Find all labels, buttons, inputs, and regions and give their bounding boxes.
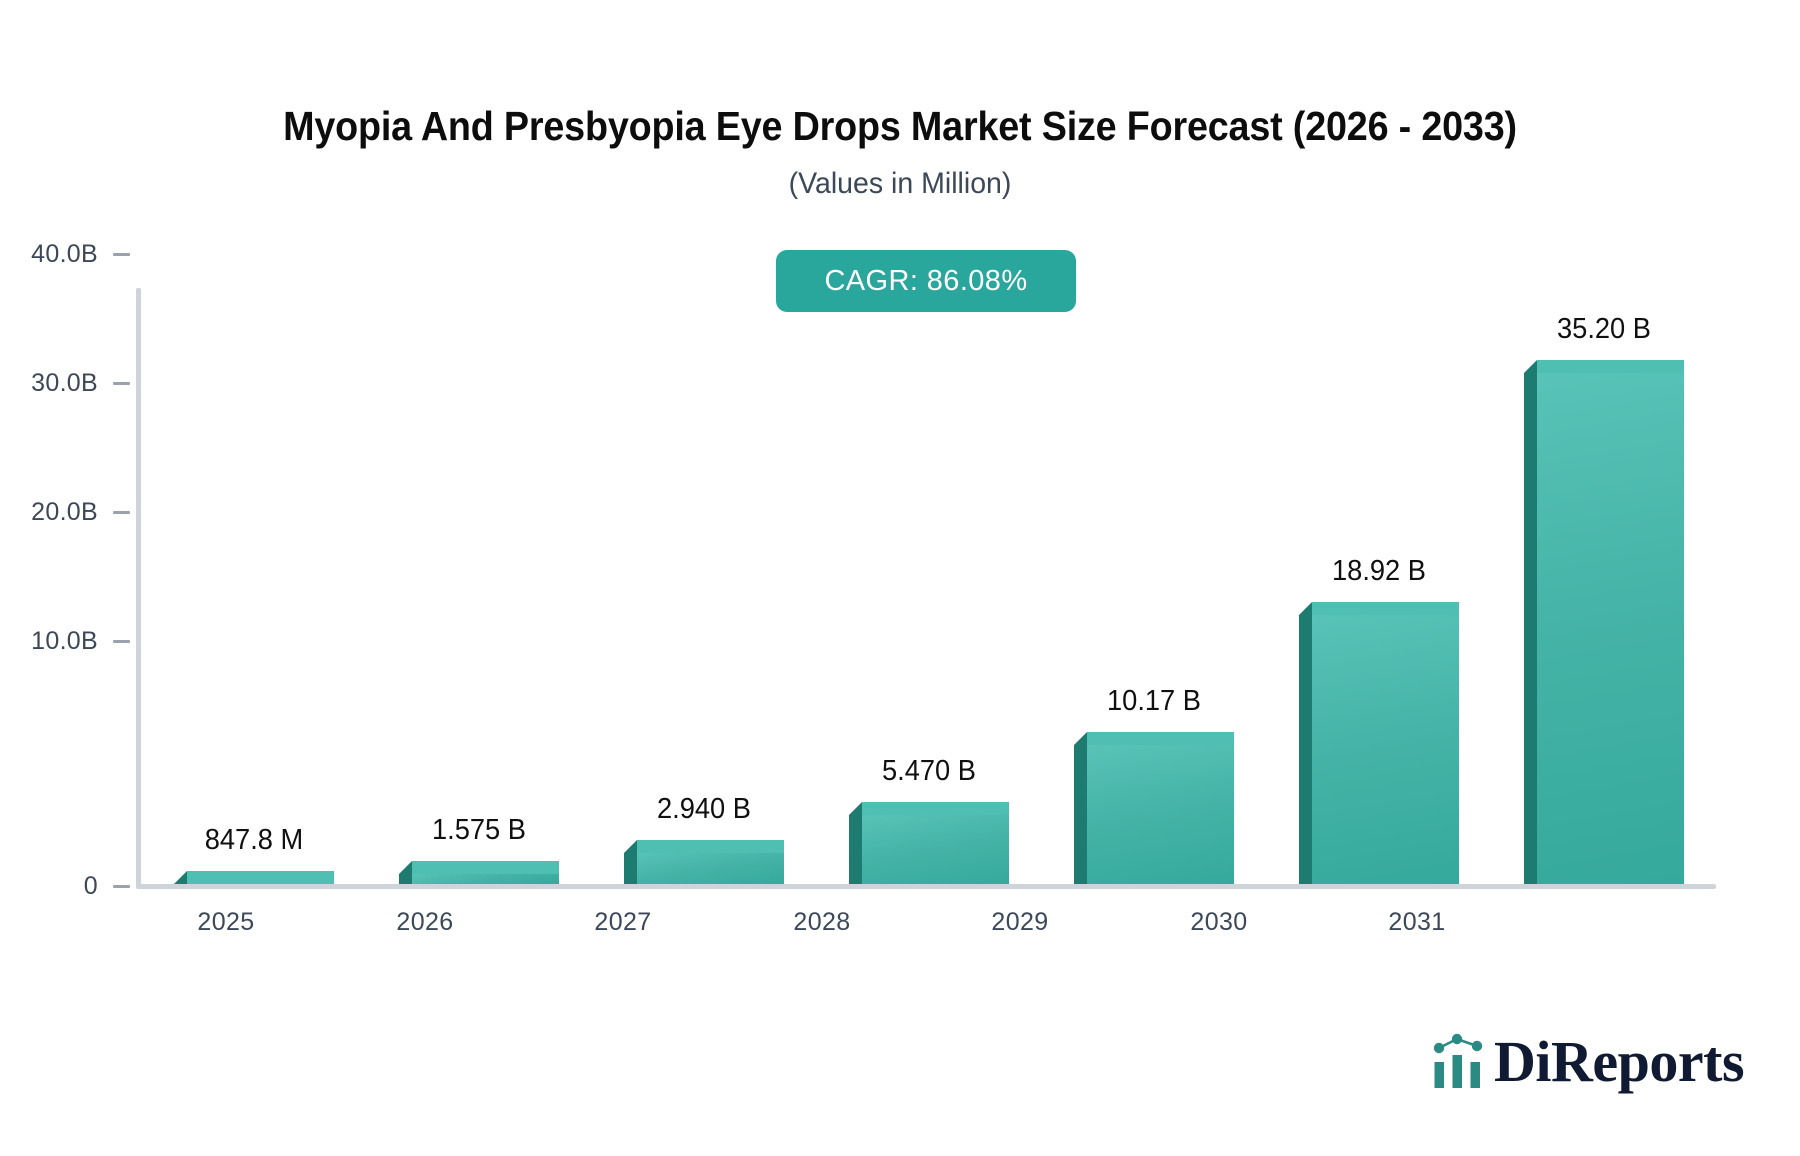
bar-front-face [1086, 745, 1234, 884]
bar-top-bevel [1298, 602, 1312, 616]
bar-top-plane [861, 802, 1009, 816]
y-axis-tick-20: 20.0B [0, 498, 130, 526]
bar-2031: 35.20 B [1523, 288, 1684, 884]
bar-value-label: 5.470 B [881, 755, 976, 788]
y-axis-tick-10: 10.0B [0, 627, 130, 655]
bar-2029: 10.17 B [1073, 288, 1234, 884]
bar-shape [1073, 732, 1234, 884]
x-axis-tick-label-2030: 2030 [1190, 908, 1248, 936]
bar-shape [173, 871, 334, 885]
bar-top-face [173, 871, 334, 885]
bar-value-label: 18.92 B [1331, 555, 1426, 588]
bar-front-face [411, 873, 559, 884]
tick-mark-icon [113, 381, 130, 385]
bar-shape [623, 840, 784, 884]
tick-mark-icon [113, 252, 130, 256]
bar-front-face [1311, 615, 1459, 884]
bar-value-label: 847.8 M [204, 824, 303, 857]
bar-2025: 847.8 M [173, 288, 334, 885]
bar-top-plane [1536, 359, 1684, 373]
bar-top-plane [1311, 602, 1459, 616]
bar-shape [398, 860, 559, 884]
bar-top-plane [1086, 732, 1234, 746]
bar-value-label: 35.20 B [1556, 312, 1651, 345]
chart-header: Myopia And Presbyopia Eye Drops Market S… [0, 0, 1800, 201]
bar-side-face [1073, 745, 1087, 884]
bar-side-face [623, 853, 637, 884]
x-axis-tick-label-2031: 2031 [1388, 908, 1446, 936]
page-title: Myopia And Presbyopia Eye Drops Market S… [283, 103, 1517, 149]
x-axis-tick-label-2029: 2029 [991, 908, 1049, 936]
bar-side-face [848, 815, 862, 884]
cagr-badge-label: CAGR: 86.08% [824, 264, 1028, 297]
chart-subtitle: (Values in Million) [788, 167, 1012, 201]
y-axis-tick-label: 30.0B [31, 368, 98, 397]
x-axis-line [136, 884, 1716, 889]
x-axis-tick-label-2028: 2028 [793, 908, 851, 936]
bar-front-face [861, 815, 1009, 884]
bar-top-face [398, 860, 559, 874]
y-axis-tick-label: 20.0B [31, 497, 98, 526]
bar-2028: 5.470 B [848, 288, 1009, 884]
bar-top-face [1298, 602, 1459, 616]
x-axis-tick-label-2026: 2026 [396, 908, 454, 936]
bar-value-label: 1.575 B [431, 813, 526, 846]
bar-front-face [636, 853, 784, 884]
bar-shape [848, 802, 1009, 884]
bar-2026: 1.575 B [398, 288, 559, 884]
bar-top-face [623, 840, 784, 854]
bar-side-face [1298, 615, 1312, 884]
y-axis-line [136, 288, 141, 888]
bar-top-bevel [623, 840, 637, 854]
bar-top-face [1523, 359, 1684, 373]
x-axis-tick-label-2025: 2025 [197, 908, 255, 936]
bar-2027: 2.940 B [623, 288, 784, 884]
bar-top-bevel [173, 871, 187, 885]
bar-top-plane [411, 860, 559, 874]
bar-value-label: 10.17 B [1106, 685, 1201, 718]
logo-text: DiReports [1494, 1029, 1745, 1095]
bars-layer: 847.8 M 1.575 B 2.940 B 5.470 B 10.17 B 18.92… [141, 288, 1716, 885]
bar-chart-logo-icon [1433, 1033, 1483, 1088]
y-axis-tick-30: 30.0B [0, 369, 130, 397]
y-axis-tick-label: 10.0B [31, 626, 98, 655]
bar-top-bevel [1523, 359, 1537, 373]
bar-shape [1523, 359, 1684, 884]
y-axis-tick-label: 0 [83, 871, 98, 900]
bar-side-face [1523, 372, 1537, 884]
x-axis-tick-label-2027: 2027 [594, 908, 652, 936]
bar-shape [1298, 602, 1459, 884]
bar-top-face [1073, 732, 1234, 746]
tick-mark-icon [113, 884, 130, 888]
bar-2030: 18.92 B [1298, 288, 1459, 884]
tick-mark-icon [113, 639, 130, 643]
y-axis-tick-0: 0 [0, 872, 130, 900]
bar-top-bevel [848, 802, 862, 816]
bar-front-face [1536, 372, 1684, 884]
bar-top-bevel [398, 860, 412, 874]
cagr-badge: CAGR: 86.08% [776, 250, 1076, 312]
bar-side-face [398, 873, 412, 884]
tick-mark-icon [113, 510, 130, 514]
bar-top-bevel [1073, 732, 1087, 746]
y-axis-tick-40: 40.0B [0, 240, 130, 268]
y-axis-tick-label: 40.0B [31, 239, 98, 268]
bar-top-plane [186, 871, 334, 885]
bar-top-face [848, 802, 1009, 816]
direports-logo: DiReports [1432, 1029, 1745, 1095]
bar-value-label: 2.940 B [656, 793, 751, 826]
bar-top-plane [636, 840, 784, 854]
